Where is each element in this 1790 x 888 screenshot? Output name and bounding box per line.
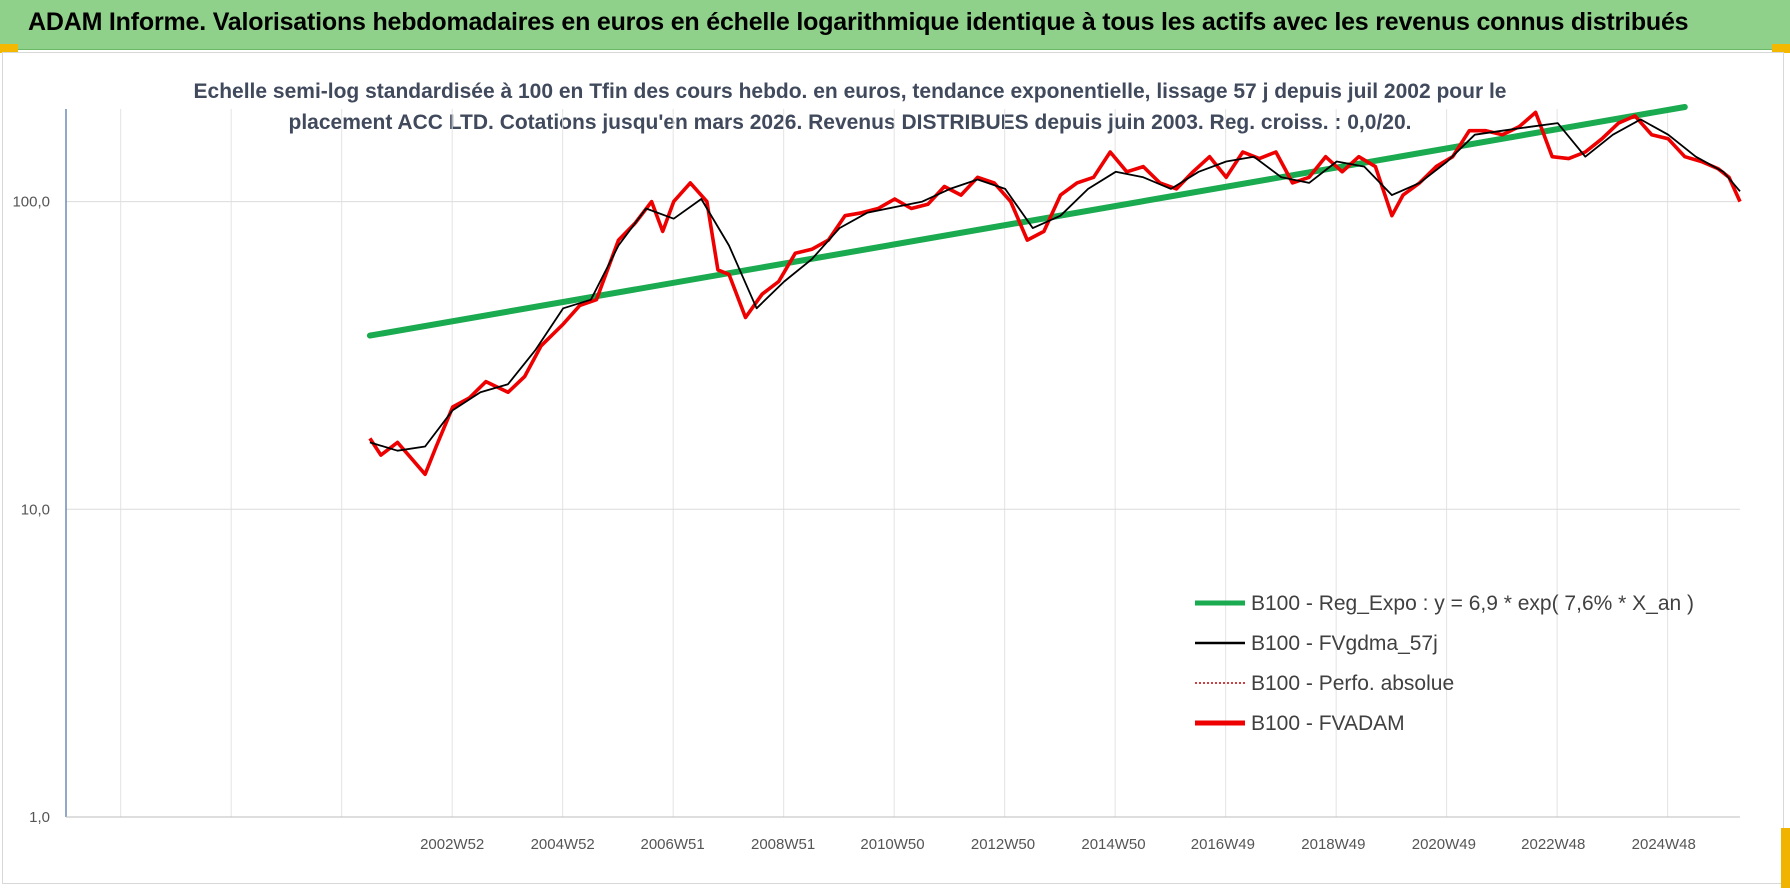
x-tick-label: 2004W52 [531,836,595,853]
x-tick-label: 2018W49 [1301,836,1365,853]
chart-subtitle-line-2: placement ACC LTD. Cotations jusqu'en ma… [288,111,1412,134]
x-tick-label: 2020W49 [1412,836,1476,853]
header-banner: ADAM Informe. Valorisations hebdomadaire… [0,0,1790,50]
corner-marker-bottom-right [1781,828,1790,888]
y-tick-label: 1,0 [29,809,50,826]
legend-item-reg-expo-label: B100 - Reg_Expo : y = 6,9 * exp( 7,6% * … [1251,592,1694,615]
y-tick-label: 10,0 [21,501,50,518]
legend: B100 - Reg_Expo : y = 6,9 * exp( 7,6% * … [1195,592,1694,735]
grid [66,109,1740,817]
axes: 1,0 10,0 100,0 2002W52 2004W52 2006W51 2008W51… [12,109,1740,853]
series-fvadam-line [368,110,1742,477]
x-tick-label: 2008W51 [751,836,815,853]
x-tick-label: 2006W51 [641,836,705,853]
x-tick-label: 2022W48 [1521,836,1585,853]
corner-marker-right [1772,44,1790,53]
x-tick-label: 2016W49 [1191,836,1255,853]
chart-subtitle-line-1: Echelle semi-log standardisée à 100 en T… [193,80,1507,103]
legend-item-perfo-absolue-label: B100 - Perfo. absolue [1251,672,1454,695]
x-tick-label: 2002W52 [420,836,484,853]
series-fvgdma-line [369,118,1741,452]
legend-item-fvgdma-label: B100 - FVgdma_57j [1251,632,1438,655]
chart-subtitle: Echelle semi-log standardisée à 100 en T… [180,76,1520,138]
series-layer [366,104,1742,477]
y-tick-label: 100,0 [12,194,50,211]
x-tick-label: 2024W48 [1632,836,1696,853]
legend-item-fvadam-label: B100 - FVADAM [1251,712,1405,735]
x-tick-label: 2012W50 [971,836,1035,853]
corner-marker-left [0,44,18,53]
x-tick-label: 2014W50 [1081,836,1145,853]
x-tick-label: 2010W50 [860,836,924,853]
page-title: ADAM Informe. Valorisations hebdomadaire… [28,8,1689,36]
chart-frame [2,52,1784,884]
